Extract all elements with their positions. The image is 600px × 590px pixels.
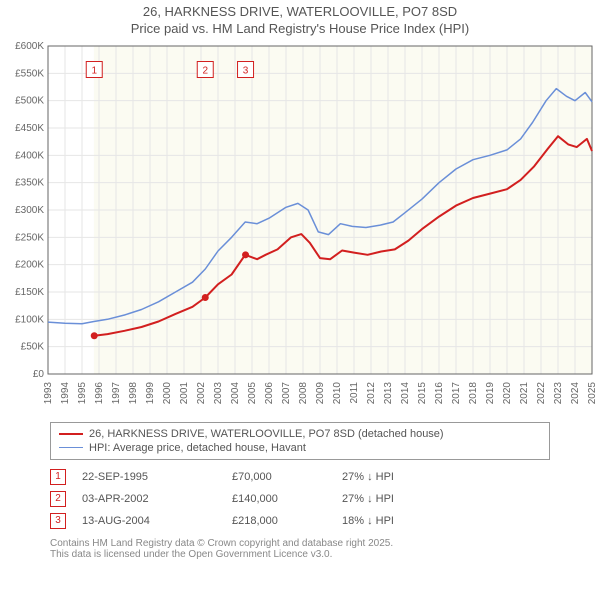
svg-text:1: 1: [91, 65, 97, 76]
svg-text:2002: 2002: [196, 381, 207, 404]
svg-text:£300K: £300K: [15, 205, 44, 216]
svg-text:2024: 2024: [570, 381, 581, 404]
svg-text:£400K: £400K: [15, 150, 44, 161]
sale-delta: 27% ↓ HPI: [342, 471, 472, 483]
svg-text:£50K: £50K: [21, 341, 45, 352]
svg-text:2017: 2017: [451, 381, 462, 404]
svg-text:£250K: £250K: [15, 232, 44, 243]
svg-text:3: 3: [243, 65, 249, 76]
svg-text:1997: 1997: [111, 381, 122, 404]
svg-text:2011: 2011: [349, 381, 360, 403]
svg-text:£500K: £500K: [15, 95, 44, 106]
line-chart: £0 £50K £100K £150K £200K £250K £300K £350K £400…: [0, 38, 600, 418]
svg-text:2003: 2003: [213, 381, 224, 404]
sale-delta: 18% ↓ HPI: [342, 515, 472, 527]
sales-table: 1 22-SEP-1995£70,00027% ↓ HPI 2 03-APR-2002…: [50, 466, 550, 532]
sales-row: 1 22-SEP-1995£70,00027% ↓ HPI: [50, 466, 550, 488]
legend-item-hpi: HPI: Average price, detached house, Hava…: [59, 441, 541, 455]
legend: 26, HARKNESS DRIVE, WATERLOOVILLE, PO7 8…: [50, 422, 550, 460]
svg-text:1998: 1998: [128, 381, 139, 404]
svg-text:£200K: £200K: [15, 259, 44, 270]
sale-date: 03-APR-2002: [82, 493, 232, 505]
sale-price: £140,000: [232, 493, 342, 505]
svg-text:1995: 1995: [77, 381, 88, 404]
svg-text:£350K: £350K: [15, 177, 44, 188]
legend-label-hpi: HPI: Average price, detached house, Hava…: [89, 442, 306, 454]
svg-text:2015: 2015: [417, 381, 428, 404]
sales-row: 2 03-APR-2002£140,00027% ↓ HPI: [50, 488, 550, 510]
sale-price: £218,000: [232, 515, 342, 527]
svg-text:£600K: £600K: [15, 41, 44, 52]
svg-text:2022: 2022: [536, 381, 547, 404]
footer-line2: This data is licensed under the Open Gov…: [50, 549, 332, 560]
sale-marker: 3: [50, 513, 66, 529]
svg-text:2016: 2016: [434, 381, 445, 404]
sales-row: 3 13-AUG-2004£218,00018% ↓ HPI: [50, 510, 550, 532]
title-line1: 26, HARKNESS DRIVE, WATERLOOVILLE, PO7 8…: [143, 4, 457, 19]
svg-text:2000: 2000: [162, 381, 173, 404]
footer: Contains HM Land Registry data © Crown c…: [50, 538, 550, 560]
svg-text:2012: 2012: [366, 381, 377, 404]
svg-text:1996: 1996: [94, 381, 105, 404]
svg-text:2023: 2023: [553, 381, 564, 404]
svg-text:2025: 2025: [587, 381, 598, 404]
chart-area: £0 £50K £100K £150K £200K £250K £300K £350K £400…: [0, 38, 600, 418]
sale-marker: 2: [50, 491, 66, 507]
svg-text:£0: £0: [33, 369, 45, 380]
legend-item-price: 26, HARKNESS DRIVE, WATERLOOVILLE, PO7 8…: [59, 427, 541, 441]
svg-text:2013: 2013: [383, 381, 394, 404]
svg-text:2020: 2020: [502, 381, 513, 404]
svg-text:2009: 2009: [315, 381, 326, 404]
footer-line1: Contains HM Land Registry data © Crown c…: [50, 538, 393, 549]
sale-marker: 1: [50, 469, 66, 485]
svg-text:2019: 2019: [485, 381, 496, 404]
svg-text:2006: 2006: [264, 381, 275, 404]
svg-text:2008: 2008: [298, 381, 309, 404]
svg-text:2001: 2001: [179, 381, 190, 404]
sale-date: 22-SEP-1995: [82, 471, 232, 483]
svg-text:1994: 1994: [60, 381, 71, 404]
svg-text:2010: 2010: [332, 381, 343, 404]
sale-date: 13-AUG-2004: [82, 515, 232, 527]
svg-text:1993: 1993: [43, 381, 54, 404]
svg-text:£450K: £450K: [15, 123, 44, 134]
legend-swatch-hpi: [59, 447, 83, 448]
sale-delta: 27% ↓ HPI: [342, 493, 472, 505]
legend-label-price: 26, HARKNESS DRIVE, WATERLOOVILLE, PO7 8…: [89, 428, 444, 440]
svg-text:2005: 2005: [247, 381, 258, 404]
chart-title: 26, HARKNESS DRIVE, WATERLOOVILLE, PO7 8…: [0, 0, 600, 38]
legend-swatch-price: [59, 433, 83, 435]
svg-text:2018: 2018: [468, 381, 479, 404]
svg-text:£550K: £550K: [15, 68, 44, 79]
sale-price: £70,000: [232, 471, 342, 483]
svg-text:2007: 2007: [281, 381, 292, 404]
svg-text:1999: 1999: [145, 381, 156, 404]
svg-text:2014: 2014: [400, 381, 411, 404]
svg-text:2: 2: [202, 65, 208, 76]
svg-text:£100K: £100K: [15, 314, 44, 325]
svg-text:2021: 2021: [519, 381, 530, 404]
svg-text:2004: 2004: [230, 381, 241, 404]
svg-text:£150K: £150K: [15, 287, 44, 298]
title-line2: Price paid vs. HM Land Registry's House …: [131, 21, 469, 36]
